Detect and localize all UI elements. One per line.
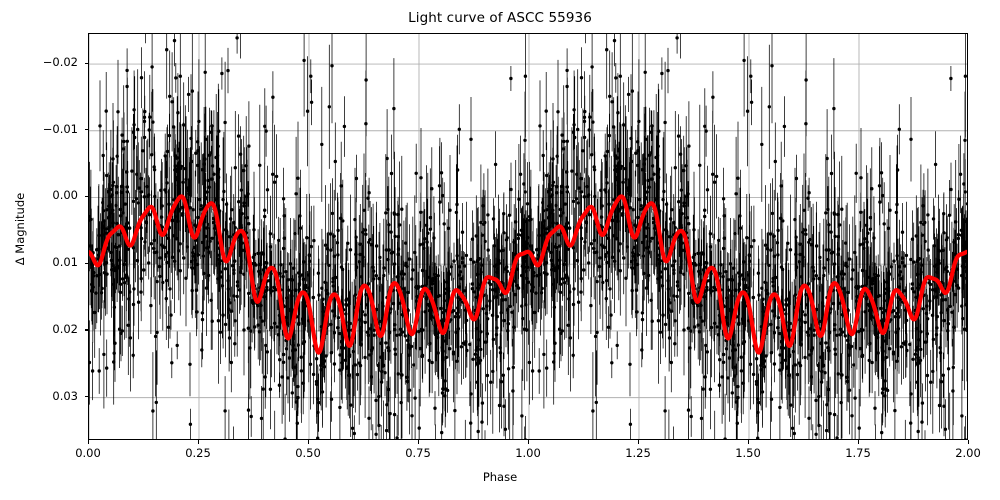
y-tick-mark — [84, 62, 88, 64]
x-tick-label: 0.00 — [75, 446, 101, 460]
x-tick-mark — [307, 440, 309, 444]
y-tick-label: −0.01 — [42, 121, 78, 136]
x-axis-label: Phase — [482, 470, 518, 484]
x-tick-mark — [527, 440, 529, 444]
x-tick-mark — [967, 440, 969, 444]
y-tick-mark — [84, 262, 88, 264]
y-tick-mark — [84, 129, 88, 131]
y-tick-label: −0.02 — [42, 55, 78, 70]
x-tick-mark — [417, 440, 419, 444]
x-tick-mark — [87, 440, 89, 444]
x-tick-label: 0.75 — [405, 446, 431, 460]
y-tick-label: 0.02 — [52, 321, 78, 336]
x-tick-label: 0.50 — [295, 446, 321, 460]
plot-canvas — [89, 34, 967, 439]
x-tick-label: 1.75 — [845, 446, 871, 460]
y-tick-label: 0.01 — [52, 255, 78, 270]
y-tick-label: 0.03 — [52, 388, 78, 403]
y-tick-mark — [84, 195, 88, 198]
chart-title: Light curve of ASCC 55936 — [408, 10, 592, 26]
x-tick-mark — [747, 440, 749, 444]
x-tick-label: 0.25 — [185, 446, 211, 460]
x-tick-label: 1.50 — [735, 446, 761, 460]
y-tick-label: 0.00 — [52, 188, 78, 203]
y-axis-label: Δ Magnitude — [13, 192, 27, 266]
x-tick-mark — [637, 440, 639, 444]
x-tick-label: 2.00 — [955, 446, 981, 460]
y-tick-mark — [84, 329, 88, 331]
y-tick-mark — [84, 396, 88, 398]
x-tick-mark — [197, 440, 199, 444]
x-tick-label: 1.25 — [625, 446, 651, 460]
harmonic-fit-curve — [89, 194, 967, 355]
plot-area — [88, 33, 968, 440]
x-tick-mark — [857, 440, 859, 444]
x-tick-label: 1.00 — [515, 446, 541, 460]
